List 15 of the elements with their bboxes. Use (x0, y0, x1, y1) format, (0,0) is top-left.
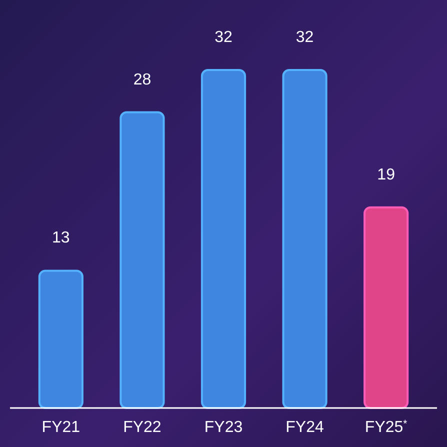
x-tick-label: FY21 (42, 419, 80, 436)
data-label: 19 (377, 166, 396, 184)
bar (38, 270, 84, 409)
data-label: 32 (214, 29, 232, 46)
bar (282, 69, 328, 409)
x-tick-label: FY25$^{*}$ (364, 418, 408, 436)
x-tick-label: FY23 (204, 419, 243, 436)
x-tick-label: FY24 (286, 419, 324, 436)
bar (364, 206, 409, 409)
x-tick-label: FY22 (123, 419, 162, 436)
data-label: 28 (133, 71, 152, 88)
data-label: 32 (296, 29, 314, 46)
data-label: 13 (52, 230, 70, 247)
bar (120, 111, 165, 409)
bar (200, 69, 246, 409)
